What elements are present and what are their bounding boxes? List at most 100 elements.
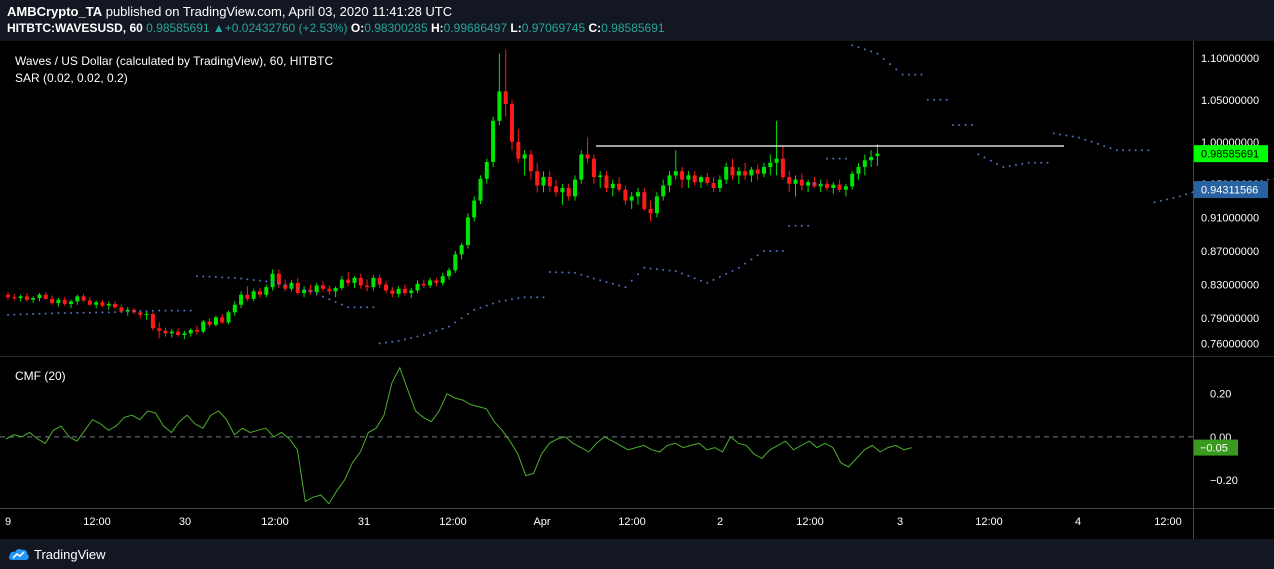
chart-canvas[interactable]: Waves / US Dollar (calculated by Trading…	[0, 41, 1274, 539]
sar-dot	[611, 282, 614, 285]
sar-dot	[114, 311, 117, 314]
chart-area[interactable]: Waves / US Dollar (calculated by Trading…	[0, 41, 1274, 539]
sar-dot	[731, 269, 734, 272]
sar-dot	[548, 271, 551, 273]
candle-body	[169, 331, 174, 334]
sar-dot	[277, 282, 280, 285]
sar-dot	[246, 278, 249, 281]
candle-body	[566, 188, 571, 197]
sar-dot	[340, 303, 343, 306]
sar-dot	[1021, 162, 1024, 165]
sar-dot	[196, 275, 198, 278]
sar-dot	[1159, 199, 1162, 202]
candle-body	[843, 186, 848, 190]
author-name[interactable]: AMBCrypto_TA	[7, 4, 103, 19]
candle-body	[535, 171, 540, 186]
candle-body	[409, 290, 414, 293]
price-tick-label: 0.83000000	[1201, 280, 1259, 292]
sar-dot	[561, 271, 564, 274]
candle-body	[604, 175, 609, 188]
sar-dot	[542, 296, 545, 299]
sar-series	[7, 44, 1274, 345]
cmf-pane-title[interactable]: CMF (20)	[15, 369, 66, 383]
sar-dot	[57, 312, 60, 315]
sar-dot	[284, 284, 287, 287]
tradingview-logo[interactable]: TradingView	[8, 545, 106, 563]
candle-body	[610, 183, 615, 188]
sar-dot	[252, 278, 255, 281]
price-axis[interactable]: 1.100000001.050000001.000000000.95000000…	[1201, 53, 1259, 351]
sar-dot	[32, 313, 35, 315]
candle-body	[831, 184, 836, 188]
candle-body	[560, 188, 565, 193]
candle-body	[415, 283, 420, 291]
sar-dot	[1172, 196, 1175, 199]
candle-body	[440, 276, 445, 283]
sar-dot	[183, 309, 186, 312]
sar-indicator-label[interactable]: SAR (0.02, 0.02, 0.2)	[15, 71, 128, 85]
candle-body	[875, 153, 880, 157]
candle-body	[207, 321, 212, 325]
candle-body	[762, 167, 766, 174]
candle-body	[402, 288, 407, 293]
sar-dot	[422, 334, 425, 336]
candle-body	[749, 169, 754, 176]
sar-dot	[265, 280, 268, 283]
sar-dot	[599, 279, 602, 282]
sar-dot	[1033, 161, 1036, 164]
sar-dot	[637, 273, 639, 276]
sar-dot	[920, 73, 923, 76]
candle-body	[465, 217, 470, 246]
current-price-badge-text: 0.98585691	[1201, 149, 1259, 161]
time-axis[interactable]: 9 12:00 30 12:00 31 12:00 Apr 12:00 2 12:00 3 12:00…	[5, 516, 1182, 528]
sar-dot	[901, 73, 904, 76]
low-label: L:	[510, 21, 522, 35]
sar-dot	[624, 286, 627, 289]
candle-body	[780, 158, 785, 178]
sar-dot	[536, 296, 539, 299]
candle-body	[352, 277, 357, 283]
sar-dot	[504, 299, 507, 302]
sar-dot	[567, 271, 570, 274]
sar-dot	[781, 250, 784, 252]
candle-body	[56, 299, 61, 304]
sar-dot	[1191, 191, 1194, 194]
candle-body	[743, 171, 748, 176]
sar-dot	[498, 300, 501, 303]
sar-dot	[700, 279, 702, 282]
sar-dot	[1166, 198, 1169, 201]
sar-dot	[1090, 140, 1093, 143]
sar-dot	[756, 254, 759, 257]
candle-body	[428, 280, 433, 286]
sar-dot	[328, 298, 331, 301]
sar-dot	[221, 276, 224, 279]
sar-dot	[1103, 145, 1106, 147]
sar-dot	[44, 312, 47, 315]
sar-dot	[889, 63, 891, 66]
candle-body	[699, 177, 703, 183]
cmf-axis[interactable]: 0.200.00−0.20	[1210, 389, 1238, 487]
cmf-tick-label: −0.20	[1210, 475, 1238, 487]
cmf-value-badge	[1194, 439, 1238, 456]
candle-body	[12, 297, 17, 299]
sar-dot	[882, 57, 885, 60]
candle-body	[459, 245, 464, 255]
sar-dot	[863, 48, 866, 51]
sar-dot	[1122, 149, 1125, 152]
brand-name: TradingView	[34, 546, 106, 562]
sar-value-badge	[1194, 181, 1268, 199]
candle-body	[491, 120, 496, 162]
tradingview-cloud-icon	[8, 548, 29, 560]
sar-dot	[63, 312, 66, 315]
sar-dot	[1046, 161, 1049, 164]
candle-body	[787, 177, 792, 184]
sar-dot	[718, 275, 721, 278]
sar-dot	[95, 311, 98, 314]
candle-body	[623, 189, 628, 201]
candle-body	[818, 183, 823, 187]
sar-dot	[7, 313, 9, 316]
candle-body	[384, 284, 388, 291]
candle-body	[554, 186, 559, 193]
sar-dot	[977, 153, 980, 156]
candle-body	[327, 288, 332, 292]
